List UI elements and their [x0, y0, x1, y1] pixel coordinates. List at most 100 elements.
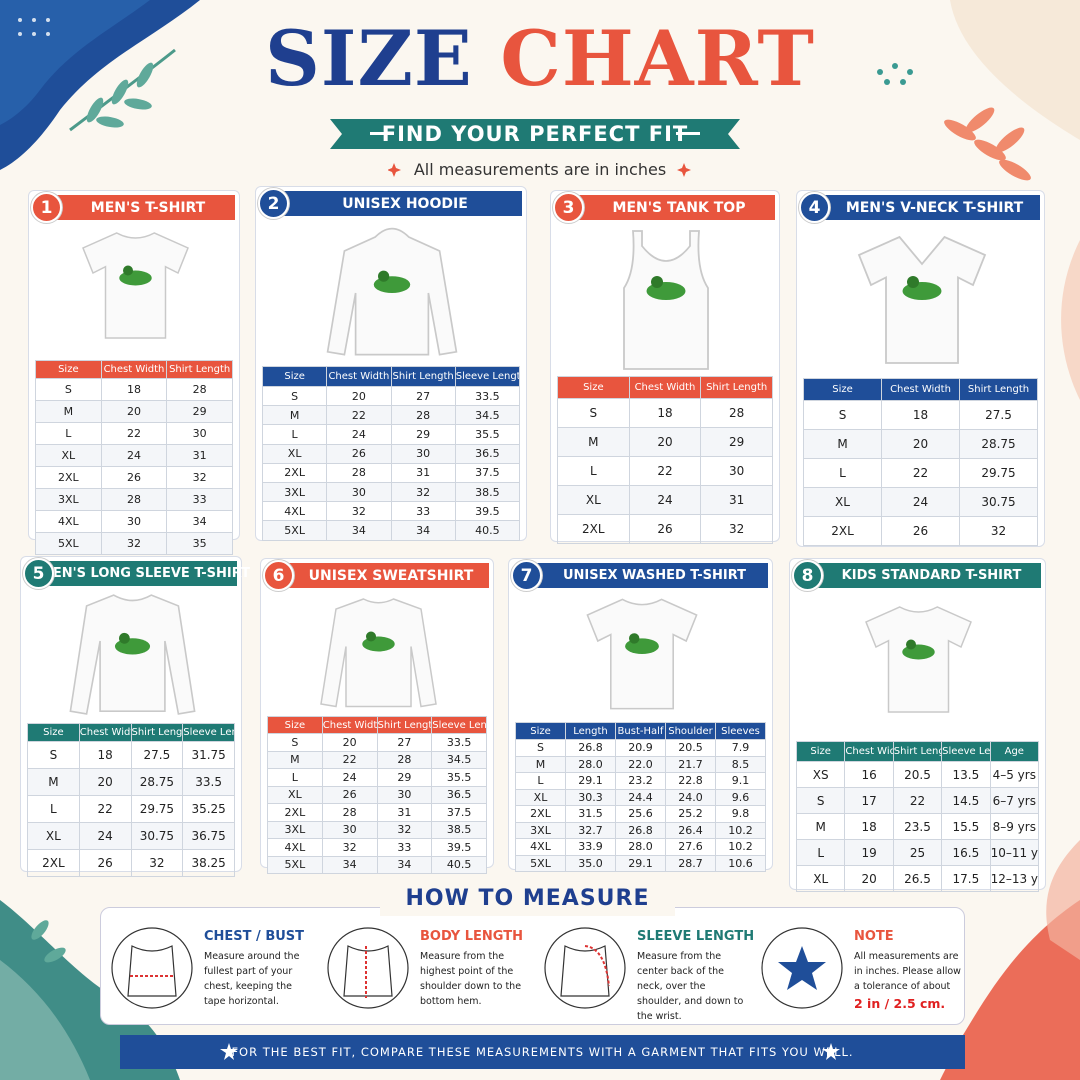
- table-row: 2XL 31.5 25.6 25.2 9.8: [515, 805, 766, 823]
- column-header: Sleeve Length: [941, 741, 991, 762]
- column-header: Size: [795, 741, 846, 762]
- table-cell: 25: [892, 839, 943, 866]
- table-cell: 22: [881, 458, 960, 488]
- table-cell: S: [803, 400, 882, 430]
- table-row: 4XL 30 34: [35, 510, 233, 533]
- table-cell: 20: [78, 768, 132, 796]
- table-row: 4XL 32 33 39.5: [261, 501, 521, 522]
- table-cell: 20: [628, 427, 702, 457]
- column-header: Shirt Length: [376, 716, 433, 734]
- table-cell: 33: [376, 838, 433, 857]
- table-cell: 30.3: [565, 788, 616, 806]
- garment-image: [865, 606, 972, 713]
- card-title: UNISEX HOODIE: [270, 191, 522, 216]
- title-right: CHART: [500, 14, 815, 103]
- table-cell: L: [261, 424, 328, 445]
- table-cell: 22: [78, 795, 132, 823]
- table-cell: 20: [100, 400, 168, 423]
- column-header: Chest Width: [844, 741, 894, 762]
- column-header: Shirt Length: [166, 360, 233, 379]
- table-cell: 40.5: [431, 855, 487, 874]
- table-cell: 24: [628, 485, 702, 515]
- table-cell: 25.2: [665, 805, 716, 823]
- table-row: M 22 28 34.5: [267, 750, 487, 769]
- table-row: L 29.1 23.2 22.8 9.1: [515, 772, 766, 790]
- table-cell: 22: [100, 422, 168, 445]
- table-cell: 20: [321, 733, 378, 752]
- measure-title: HOW TO MEASURE: [380, 886, 675, 916]
- table-row: XS 16 20.5 13.5 4–5 yrs: [795, 761, 1040, 788]
- table-cell: 22: [321, 750, 378, 769]
- table-row: 2XL 28 31 37.5: [261, 462, 521, 483]
- table-cell: 3XL: [515, 821, 566, 839]
- column-header: Shirt Length: [390, 366, 456, 387]
- table-cell: XL: [261, 443, 328, 464]
- table-cell: 31: [700, 485, 773, 515]
- measure-item-title: CHEST / BUST: [204, 929, 305, 944]
- table-cell: 27.5: [959, 400, 1038, 430]
- table-cell: 29: [390, 424, 456, 445]
- table-row: L 24 29 35.5: [261, 424, 521, 445]
- column-header: Length: [565, 722, 616, 740]
- table-cell: 35.5: [431, 768, 487, 787]
- table-cell: 33: [390, 501, 456, 522]
- column-header: Chest Width: [881, 378, 960, 401]
- table-cell: 2XL: [27, 849, 80, 877]
- table-cell: M: [795, 813, 846, 840]
- column-header: Size: [803, 378, 882, 401]
- table-cell: M: [27, 768, 80, 796]
- table-cell: 18: [628, 398, 702, 428]
- table-cell: 4–5 yrs: [989, 761, 1040, 788]
- table-cell: 17.5: [941, 865, 991, 892]
- garment-image: [623, 230, 709, 370]
- table-cell: 28: [700, 398, 773, 428]
- table-row: L 22 30: [35, 422, 233, 445]
- table-cell: 34: [321, 855, 378, 874]
- table-cell: 35.0: [565, 854, 616, 872]
- card-number: 5: [23, 558, 54, 589]
- table-cell: 29.75: [130, 795, 184, 823]
- table-cell: 28: [100, 488, 168, 511]
- table-cell: 26: [78, 849, 132, 877]
- garment-image: [319, 598, 437, 708]
- table-row: L 24 29 35.5: [267, 768, 487, 787]
- table-row: XL 26 30 36.5: [267, 785, 487, 804]
- title-left: SIZE: [265, 14, 473, 103]
- table-cell: 26: [881, 516, 960, 546]
- card-number: 7: [511, 560, 542, 591]
- column-header: Size: [35, 360, 102, 379]
- table-cell: 30: [700, 456, 773, 486]
- size-card: MEN'S TANK TOP 3 Size Chest Width Shirt Leng…: [550, 190, 780, 544]
- table-cell: M: [35, 400, 102, 423]
- subtitle-ribbon: [330, 119, 740, 149]
- column-header: Shirt Length: [130, 723, 184, 742]
- measure-icon: [111, 927, 193, 1009]
- table-cell: S: [267, 733, 323, 752]
- table-row: M 20 28.75 33.5: [27, 768, 235, 796]
- table-cell: M: [261, 405, 328, 426]
- card-number: 2: [258, 188, 289, 219]
- table-row: 4XL 33.9 28.0 27.6 10.2: [515, 838, 766, 856]
- table-cell: 27: [390, 385, 456, 407]
- table-cell: 5XL: [515, 854, 566, 872]
- table-cell: 4XL: [267, 838, 323, 857]
- table-cell: 32: [376, 820, 433, 839]
- table-cell: 2XL: [261, 462, 328, 483]
- table-cell: 30: [166, 422, 233, 445]
- table-cell: M: [267, 750, 323, 769]
- table-row: 3XL 28 33: [35, 488, 233, 511]
- table-cell: 34: [376, 855, 433, 874]
- table-row: 2XL 26 32: [557, 514, 773, 544]
- table-cell: M: [803, 429, 882, 459]
- table-row: S 17 22 14.5 6–7 yrs: [795, 787, 1040, 814]
- column-header: Size: [27, 723, 80, 742]
- column-header: Age: [989, 741, 1040, 762]
- size-card: UNISEX WASHED T-SHIRT 7 Size Length Bust-Hal…: [508, 558, 773, 872]
- column-header: Chest Width: [100, 360, 168, 379]
